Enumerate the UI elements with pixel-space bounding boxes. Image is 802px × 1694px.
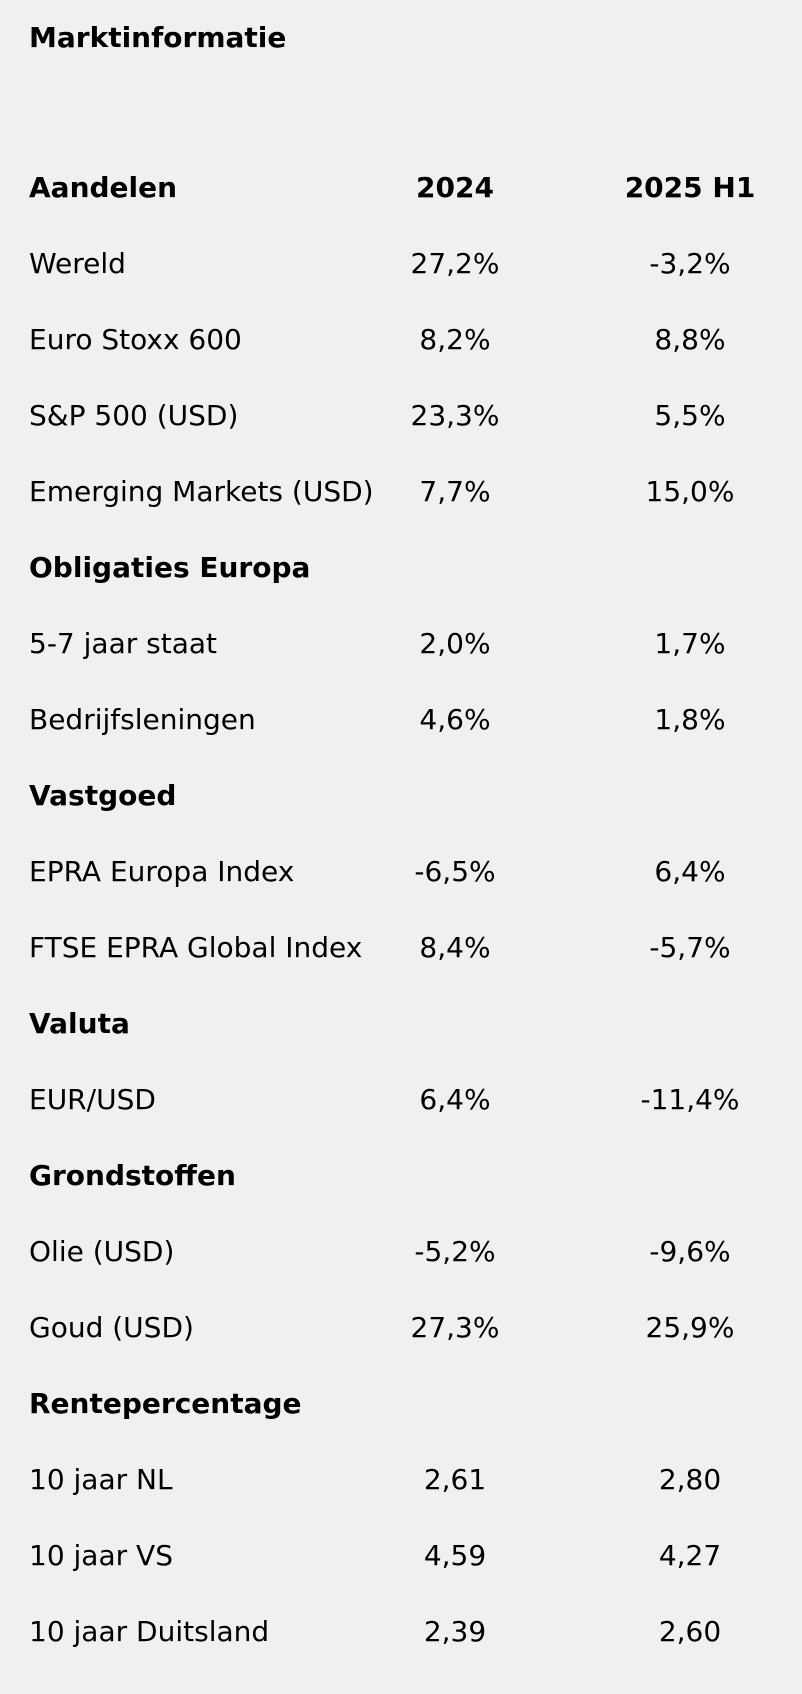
value-2024: 2,0% xyxy=(419,627,491,660)
value-2024: 27,3% xyxy=(410,1311,500,1344)
section-heading-row: Obligaties Europa xyxy=(0,548,802,588)
row-label: EUR/USD xyxy=(29,1083,156,1116)
table-row: Olie (USD) -5,2% -9,6% xyxy=(0,1232,802,1272)
row-label: Emerging Markets (USD) xyxy=(29,475,374,508)
table-row: FTSE EPRA Global Index 8,4% -5,7% xyxy=(0,928,802,968)
row-label: 10 jaar Duitsland xyxy=(29,1615,270,1648)
table-row: Goud (USD) 27,3% 25,9% xyxy=(0,1308,802,1348)
row-label: S&P 500 (USD) xyxy=(29,399,239,432)
value-2025-h1: -5,7% xyxy=(649,931,731,964)
row-label: Bedrijfsleningen xyxy=(29,703,256,736)
value-2025-h1: 6,4% xyxy=(654,855,726,888)
row-label: 5-7 jaar staat xyxy=(29,627,218,660)
row-label: Euro Stoxx 600 xyxy=(29,323,242,356)
value-2025-h1: 1,7% xyxy=(654,627,726,660)
value-2025-h1: 15,0% xyxy=(645,475,735,508)
table-row: EUR/USD 6,4% -11,4% xyxy=(0,1080,802,1120)
value-2024: 7,7% xyxy=(419,475,491,508)
section-heading: Valuta xyxy=(29,1007,130,1040)
table-row: EPRA Europa Index -6,5% 6,4% xyxy=(0,852,802,892)
row-label: FTSE EPRA Global Index xyxy=(29,931,363,964)
section-heading: Rentepercentage xyxy=(29,1387,302,1420)
value-2025-h1: 5,5% xyxy=(654,399,726,432)
value-2025-h1: 2,60 xyxy=(658,1615,722,1648)
value-2025-h1: -11,4% xyxy=(640,1083,740,1116)
header-2024: 2024 xyxy=(416,171,494,204)
value-2025-h1: -3,2% xyxy=(649,247,731,280)
section-heading-row: Grondstoffen xyxy=(0,1156,802,1196)
table-row: 10 jaar NL 2,61 2,80 xyxy=(0,1460,802,1500)
value-2024: 4,59 xyxy=(423,1539,487,1572)
row-label: Wereld xyxy=(29,247,126,280)
row-label: 10 jaar NL xyxy=(29,1463,173,1496)
row-label: EPRA Europa Index xyxy=(29,855,295,888)
value-2024: 8,4% xyxy=(419,931,491,964)
section-heading-row: Valuta xyxy=(0,1004,802,1044)
value-2024: -6,5% xyxy=(414,855,496,888)
table-row: 10 jaar Duitsland 2,39 2,60 xyxy=(0,1612,802,1652)
header-label: Aandelen xyxy=(29,171,178,204)
header-2025-h1: 2025 H1 xyxy=(624,171,756,204)
row-label: 10 jaar VS xyxy=(29,1539,173,1572)
table-row: Emerging Markets (USD) 7,7% 15,0% xyxy=(0,472,802,512)
value-2024: -5,2% xyxy=(414,1235,496,1268)
table-row: Euro Stoxx 600 8,2% 8,8% xyxy=(0,320,802,360)
table-row: S&P 500 (USD) 23,3% 5,5% xyxy=(0,396,802,436)
section-heading: Vastgoed xyxy=(29,779,177,812)
table-header-row: Aandelen 2024 2025 H1 xyxy=(0,168,802,208)
value-2024: 23,3% xyxy=(410,399,500,432)
value-2024: 2,39 xyxy=(423,1615,487,1648)
page-title: Marktinformatie xyxy=(29,21,287,54)
section-heading: Obligaties Europa xyxy=(29,551,311,584)
row-label: Goud (USD) xyxy=(29,1311,194,1344)
table-row: 5-7 jaar staat 2,0% 1,7% xyxy=(0,624,802,664)
section-heading: Grondstoffen xyxy=(29,1159,236,1192)
table-row: Bedrijfsleningen 4,6% 1,8% xyxy=(0,700,802,740)
value-2025-h1: 2,80 xyxy=(658,1463,722,1496)
value-2024: 4,6% xyxy=(419,703,491,736)
section-heading-row: Rentepercentage xyxy=(0,1384,802,1424)
value-2024: 8,2% xyxy=(419,323,491,356)
value-2024: 27,2% xyxy=(410,247,500,280)
table-row: Wereld 27,2% -3,2% xyxy=(0,244,802,284)
row-label: Olie (USD) xyxy=(29,1235,175,1268)
section-heading-row: Vastgoed xyxy=(0,776,802,816)
value-2025-h1: 25,9% xyxy=(645,1311,735,1344)
value-2025-h1: 1,8% xyxy=(654,703,726,736)
table-row: 10 jaar VS 4,59 4,27 xyxy=(0,1536,802,1576)
value-2024: 6,4% xyxy=(419,1083,491,1116)
value-2025-h1: -9,6% xyxy=(649,1235,731,1268)
value-2025-h1: 4,27 xyxy=(658,1539,722,1572)
value-2024: 2,61 xyxy=(423,1463,487,1496)
value-2025-h1: 8,8% xyxy=(654,323,726,356)
